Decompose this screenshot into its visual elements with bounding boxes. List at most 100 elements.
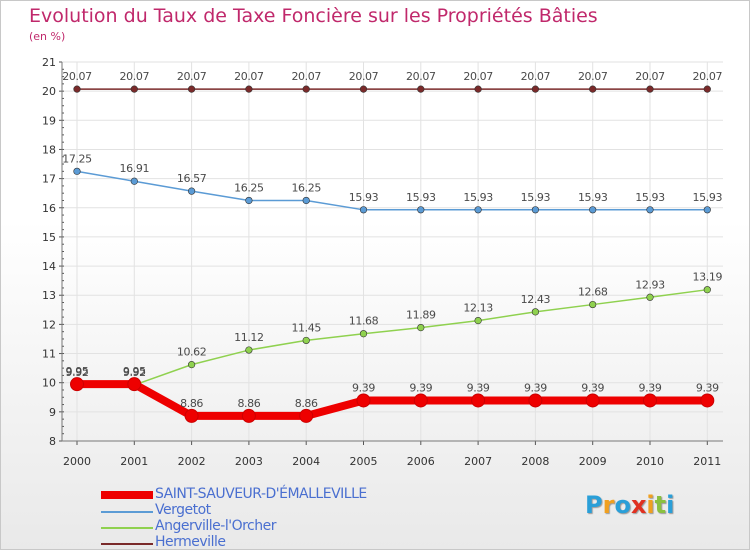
data-point: [643, 393, 657, 408]
data-point: [299, 408, 314, 423]
y-tick-label: 20: [42, 85, 56, 98]
data-label: 20.07: [635, 70, 665, 83]
data-label: 9.95: [66, 365, 89, 378]
legend-swatch: [101, 511, 153, 513]
x-tick-label: 2001: [120, 455, 148, 468]
data-label: 9.39: [581, 381, 604, 394]
data-point: [241, 408, 256, 423]
chart-title: Evolution du Taux de Taxe Foncière sur l…: [29, 5, 598, 27]
data-label: 10.62: [177, 346, 207, 359]
y-tick-label: 16: [42, 202, 56, 215]
x-tick-label: 2004: [292, 455, 320, 468]
x-tick-label: 2007: [464, 455, 492, 468]
data-point: [585, 393, 600, 408]
data-label: 16.57: [177, 172, 207, 185]
data-label: 20.07: [234, 70, 264, 83]
data-point: [474, 85, 482, 93]
data-label: 9.92: [66, 366, 89, 379]
data-point: [646, 206, 654, 214]
x-tick-label: 2005: [350, 455, 378, 468]
x-tick-label: 2003: [235, 455, 263, 468]
data-label: 8.86: [237, 397, 260, 410]
legend-swatch: [101, 491, 153, 499]
data-point: [359, 85, 368, 93]
y-tick-label: 9: [49, 406, 56, 419]
legend-label: Hermeville: [155, 534, 226, 550]
data-point: [589, 300, 597, 309]
data-label: 12.13: [463, 302, 493, 315]
data-point: [302, 85, 310, 93]
legend-label: SAINT-SAUVEUR-D'ÉMALLEVILLE: [155, 486, 367, 502]
data-point: [646, 293, 654, 301]
series-line: [77, 288, 708, 386]
data-point: [531, 85, 540, 93]
data-label: 9.92: [123, 366, 146, 379]
data-label: 16.25: [291, 181, 321, 194]
data-point: [413, 393, 428, 408]
y-tick-label: 10: [42, 377, 56, 390]
data-point: [359, 206, 368, 214]
data-point: [528, 393, 543, 408]
data-point: [703, 286, 711, 294]
data-label: 11.68: [349, 315, 379, 328]
data-label: 16.91: [120, 162, 150, 175]
data-label: 8.86: [295, 397, 318, 410]
data-point: [474, 206, 482, 214]
data-point: [417, 85, 425, 93]
data-label: 20.07: [693, 70, 723, 83]
legend-label: Vergetot: [155, 502, 211, 518]
data-point: [356, 393, 371, 408]
y-tick-label: 18: [42, 143, 56, 156]
data-point: [130, 85, 138, 93]
y-tick-label: 15: [42, 231, 56, 244]
y-tick-label: 12: [42, 318, 56, 331]
data-point: [646, 85, 654, 93]
data-label: 9.39: [409, 381, 432, 394]
y-tick-label: 13: [42, 289, 56, 302]
data-label: 15.93: [463, 191, 493, 204]
chart-unit-label: (en %): [29, 30, 66, 43]
series-line: [76, 170, 708, 211]
data-label: 16.25: [234, 181, 264, 194]
x-tick-label: 2008: [521, 455, 549, 468]
y-tick-label: 11: [42, 348, 56, 361]
data-point: [130, 177, 138, 185]
series-line: [77, 380, 708, 420]
x-tick-label: 2011: [693, 455, 721, 468]
data-point: [245, 346, 253, 354]
data-point: [417, 323, 425, 332]
y-tick-label: 14: [42, 260, 56, 273]
data-label: 12.93: [635, 278, 665, 291]
data-label: 20.07: [463, 70, 493, 83]
y-tick-label: 21: [42, 56, 56, 69]
data-label: 9.39: [696, 381, 719, 394]
legend-swatch: [101, 527, 153, 529]
data-label: 20.07: [62, 70, 92, 83]
data-label: 9.39: [524, 381, 547, 394]
legend-swatch: [101, 543, 153, 545]
data-point: [302, 196, 310, 205]
data-label: 8.86: [180, 397, 203, 410]
data-label: 11.45: [291, 321, 321, 334]
data-label: 9.39: [639, 381, 662, 394]
data-point: [531, 206, 540, 214]
x-tick-label: 2009: [579, 455, 607, 468]
legend-label: Angerville-l'Orcher: [155, 518, 276, 534]
data-point: [127, 377, 142, 392]
data-label: 20.07: [521, 70, 551, 83]
data-label: 20.07: [177, 70, 207, 83]
data-point: [188, 361, 196, 369]
data-label: 20.07: [406, 70, 436, 83]
data-label: 13.19: [693, 271, 723, 284]
data-label: 9.95: [123, 365, 146, 378]
x-tick-label: 2010: [636, 455, 664, 468]
data-point: [359, 330, 368, 338]
data-point: [184, 408, 199, 423]
data-label: 20.07: [291, 70, 321, 83]
data-label: 20.07: [120, 70, 150, 83]
data-label: 15.93: [578, 191, 608, 204]
data-point: [73, 85, 81, 93]
data-point: [417, 206, 425, 214]
y-tick-label: 17: [42, 173, 56, 186]
